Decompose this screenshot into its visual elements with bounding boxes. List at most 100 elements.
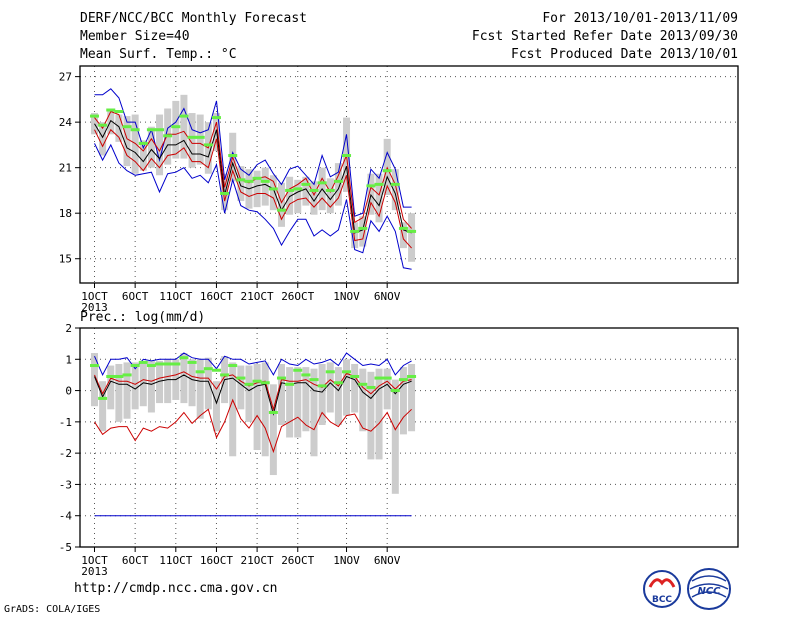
observed-mark — [236, 376, 246, 380]
observed-mark — [317, 181, 327, 185]
observed-mark — [106, 108, 116, 112]
x-tick-label: 6OCT — [122, 554, 149, 567]
spread-box — [359, 216, 367, 247]
observed-mark — [236, 178, 246, 182]
x-tick-label: 6NOV — [374, 290, 401, 303]
observed-mark — [309, 378, 319, 382]
spread-box — [91, 113, 98, 135]
x-tick-label: 1NOV — [333, 290, 360, 303]
y-tick-label: -5 — [59, 541, 72, 554]
spread-box — [334, 367, 342, 425]
observed-mark — [325, 188, 335, 192]
spread-box — [286, 176, 294, 215]
observed-mark — [163, 134, 173, 138]
plot-frame — [79, 327, 739, 548]
spread-box — [99, 381, 107, 432]
observed-mark — [138, 360, 148, 364]
ncc-logo: NCC — [687, 568, 731, 610]
observed-mark — [366, 385, 376, 389]
spread-box — [196, 114, 204, 165]
spread-box — [391, 169, 399, 211]
spread-box — [399, 222, 407, 249]
plot-frame — [79, 65, 739, 284]
observed-mark — [155, 128, 165, 132]
spread-box — [367, 371, 375, 460]
svg-text:BCC: BCC — [652, 595, 672, 605]
y-tick-label: 21 — [59, 162, 72, 175]
observed-mark — [252, 176, 262, 180]
produced-date: Fcst Produced Date 2013/10/01 — [511, 47, 738, 62]
observed-mark — [382, 376, 392, 380]
observed-mark — [98, 123, 108, 127]
observed-mark — [179, 114, 189, 118]
observed-mark — [220, 191, 230, 195]
observed-mark — [130, 128, 140, 132]
spread-box — [180, 94, 188, 159]
spread-box — [237, 166, 245, 202]
spread-box — [286, 367, 294, 438]
spread-box — [334, 163, 342, 206]
spread-box — [408, 213, 416, 262]
spread-box — [123, 362, 131, 419]
observed-mark — [146, 364, 156, 368]
spread-box — [302, 176, 310, 206]
y-tick-label: 24 — [59, 116, 73, 129]
observed-mark — [333, 179, 343, 183]
spread-box — [164, 359, 172, 404]
observed-mark — [260, 381, 270, 385]
mean-line — [94, 374, 412, 416]
spread-box — [147, 126, 155, 168]
x-tick-label: 21OCT — [241, 290, 274, 303]
spread-box — [245, 365, 253, 422]
observed-mark — [195, 135, 205, 139]
spread-box — [99, 122, 107, 156]
observed-mark — [171, 125, 181, 129]
spread-box — [261, 167, 269, 206]
y-tick-label: -2 — [59, 447, 72, 460]
observed-mark — [130, 364, 140, 368]
observed-mark — [390, 182, 400, 186]
observed-mark — [244, 179, 254, 183]
observed-mark — [293, 187, 303, 191]
observed-mark — [114, 374, 124, 378]
y-tick-label: 15 — [59, 253, 72, 266]
spread-box — [131, 114, 139, 174]
x-tick-label: 6OCT — [122, 290, 149, 303]
max-line — [94, 88, 412, 217]
spread-box — [115, 114, 123, 142]
spread-box — [123, 116, 131, 167]
observed-mark — [122, 125, 132, 129]
spread-box — [188, 359, 196, 407]
spread-box — [139, 360, 147, 407]
observed-mark — [211, 116, 221, 120]
observed-mark — [228, 364, 238, 368]
observed-mark — [220, 373, 230, 377]
observed-mark — [285, 188, 295, 192]
spread-box — [204, 357, 212, 410]
spread-box — [269, 384, 277, 476]
spread-box — [188, 113, 196, 168]
observed-mark — [358, 382, 368, 386]
spread-box — [294, 367, 302, 438]
spread-box — [253, 170, 261, 208]
observed-mark — [195, 370, 205, 374]
max-line — [94, 352, 412, 377]
spread-box — [375, 173, 383, 223]
observed-mark — [407, 229, 417, 233]
x-tick-label: 16OCT — [200, 290, 233, 303]
observed-mark — [333, 381, 343, 385]
observed-mark — [268, 187, 278, 191]
observed-mark — [407, 374, 417, 378]
footer-url[interactable]: http://cmdp.ncc.cma.gov.cn — [74, 581, 278, 596]
y-tick-label: 27 — [59, 71, 72, 84]
spread-box — [156, 360, 164, 404]
spread-box — [343, 359, 351, 416]
observed-mark — [228, 154, 238, 158]
chart-title: DERF/NCC/BCC Monthly Forecast — [80, 11, 307, 26]
observed-mark — [358, 226, 368, 230]
x-tick-label: 2013 — [81, 301, 108, 314]
spread-box — [180, 353, 188, 404]
observed-mark — [179, 356, 189, 360]
spread-box — [302, 367, 310, 432]
